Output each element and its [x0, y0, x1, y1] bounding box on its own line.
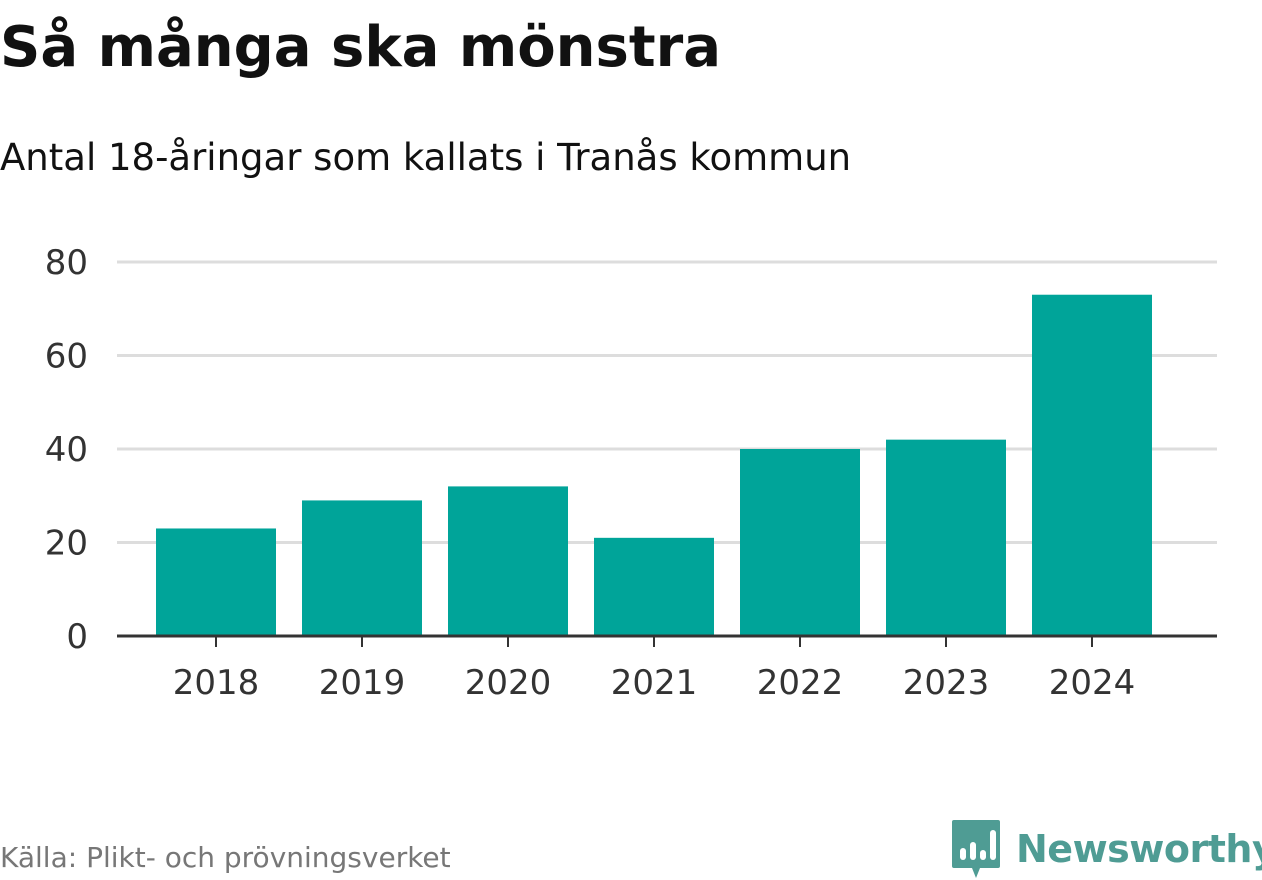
chart-subtitle: Antal 18-åringar som kallats i Tranås ko… — [0, 136, 852, 179]
bar-chart-speech-bubble-icon — [952, 820, 1000, 878]
brand-name: Newsworthy — [1016, 827, 1262, 871]
y-tick-label: 20 — [45, 524, 88, 564]
bar-2018 — [156, 528, 276, 636]
bar-2022 — [740, 449, 860, 636]
x-tick-label: 2023 — [903, 663, 990, 703]
x-tick-label: 2024 — [1049, 663, 1136, 703]
x-tick-label: 2021 — [611, 663, 698, 703]
brand-logo: Newsworthy — [950, 818, 1262, 880]
chart-title: Så många ska mönstra — [0, 15, 722, 80]
y-axis-ticks: 0 20 40 60 80 — [45, 243, 88, 657]
x-tick-label: 2018 — [173, 663, 260, 703]
x-tick-label: 2022 — [757, 663, 844, 703]
bar-2023 — [886, 439, 1006, 636]
x-axis-ticks: 2018 2019 2020 2021 2022 2023 2024 — [173, 636, 1136, 703]
y-tick-label: 80 — [45, 243, 88, 283]
x-tick-label: 2019 — [319, 663, 406, 703]
bar-2024 — [1032, 294, 1152, 636]
y-tick-label: 60 — [45, 337, 88, 377]
x-tick-label: 2020 — [465, 663, 552, 703]
bar-2019 — [302, 500, 422, 636]
bars — [156, 294, 1152, 636]
bar-2020 — [448, 486, 568, 636]
bar-chart: 0 20 40 60 80 2018 2019 2020 2021 2022 2023 2024 — [45, 243, 1217, 703]
y-tick-label: 0 — [66, 617, 88, 657]
source-note: Källa: Plikt- och prövningsverket — [0, 841, 451, 874]
y-tick-label: 40 — [45, 430, 88, 470]
bar-2021 — [594, 537, 714, 636]
